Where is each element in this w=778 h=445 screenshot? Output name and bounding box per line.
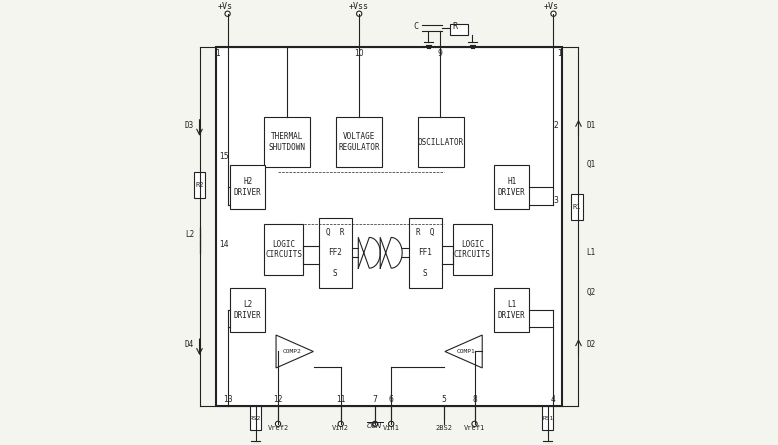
- Text: 2BS2: 2BS2: [436, 425, 452, 431]
- FancyBboxPatch shape: [264, 224, 303, 275]
- Text: R2: R2: [195, 182, 204, 188]
- Text: LOGIC
CIRCUITS: LOGIC CIRCUITS: [265, 240, 302, 259]
- Text: L2: L2: [185, 231, 194, 239]
- Text: Vref1: Vref1: [464, 425, 485, 431]
- Text: L2
DRIVER: L2 DRIVER: [234, 300, 261, 320]
- Text: OSCILLATOR: OSCILLATOR: [418, 138, 464, 146]
- Text: +Vss: +Vss: [349, 2, 369, 12]
- Circle shape: [338, 421, 343, 426]
- Text: 13: 13: [223, 395, 233, 404]
- Circle shape: [472, 421, 477, 426]
- FancyBboxPatch shape: [418, 117, 464, 167]
- Text: Q  R

FF2

S: Q R FF2 S: [326, 227, 345, 278]
- FancyBboxPatch shape: [194, 172, 205, 198]
- Polygon shape: [359, 238, 380, 268]
- Text: 11: 11: [336, 395, 345, 404]
- Text: 15: 15: [219, 152, 229, 161]
- Text: $\overline{OEN}$: $\overline{OEN}$: [366, 421, 384, 431]
- Text: +Vs: +Vs: [543, 2, 559, 12]
- Text: R  Q

FF1

S: R Q FF1 S: [416, 227, 434, 278]
- Text: RS2: RS2: [250, 416, 261, 421]
- Circle shape: [225, 11, 230, 16]
- FancyBboxPatch shape: [494, 165, 529, 209]
- FancyBboxPatch shape: [216, 47, 562, 406]
- Text: L1: L1: [587, 248, 596, 257]
- Text: 10: 10: [354, 49, 364, 58]
- Text: Q1: Q1: [587, 160, 596, 169]
- Text: 1: 1: [558, 49, 562, 58]
- Text: THERMAL
SHUTDOWN: THERMAL SHUTDOWN: [268, 132, 306, 152]
- Text: 6: 6: [389, 395, 394, 404]
- Text: D1: D1: [587, 121, 596, 130]
- FancyBboxPatch shape: [250, 406, 261, 430]
- Text: H1
DRIVER: H1 DRIVER: [498, 177, 526, 197]
- Circle shape: [551, 11, 556, 16]
- Text: 1: 1: [216, 49, 220, 58]
- Polygon shape: [445, 335, 482, 368]
- Text: 9: 9: [438, 49, 443, 58]
- Text: C: C: [413, 22, 418, 31]
- Text: R1: R1: [573, 204, 581, 210]
- Circle shape: [388, 421, 394, 426]
- Text: Vref2: Vref2: [268, 425, 289, 431]
- Text: 3: 3: [553, 196, 558, 205]
- Text: D2: D2: [587, 340, 596, 349]
- Text: 14: 14: [219, 239, 229, 248]
- Text: 5: 5: [441, 395, 447, 404]
- Text: 7: 7: [373, 395, 377, 404]
- FancyBboxPatch shape: [230, 165, 265, 209]
- Circle shape: [373, 421, 377, 426]
- FancyBboxPatch shape: [319, 218, 352, 288]
- Text: COMP2: COMP2: [283, 349, 302, 354]
- Text: Vin1: Vin1: [383, 425, 400, 431]
- Text: 12: 12: [273, 395, 282, 404]
- Text: Vin2: Vin2: [332, 425, 349, 431]
- FancyBboxPatch shape: [450, 24, 468, 35]
- Polygon shape: [276, 335, 314, 368]
- Text: COMP1: COMP1: [457, 349, 475, 354]
- FancyBboxPatch shape: [494, 288, 529, 332]
- Text: LOGIC
CIRCUITS: LOGIC CIRCUITS: [454, 240, 491, 259]
- Text: 8: 8: [472, 395, 477, 404]
- Text: Q2: Q2: [587, 287, 596, 296]
- Text: 2: 2: [553, 121, 558, 130]
- FancyBboxPatch shape: [264, 117, 310, 167]
- Text: VOLTAGE
REGULATOR: VOLTAGE REGULATOR: [338, 132, 380, 152]
- Text: 4: 4: [551, 395, 556, 404]
- FancyBboxPatch shape: [230, 288, 265, 332]
- Circle shape: [356, 11, 362, 16]
- FancyBboxPatch shape: [453, 224, 492, 275]
- Polygon shape: [380, 238, 402, 268]
- Text: R: R: [453, 22, 457, 31]
- FancyBboxPatch shape: [542, 406, 553, 430]
- Text: +Vs: +Vs: [218, 2, 233, 12]
- Text: H2
DRIVER: H2 DRIVER: [234, 177, 261, 197]
- Circle shape: [380, 250, 385, 255]
- Text: D4: D4: [185, 340, 194, 349]
- Text: D3: D3: [185, 121, 194, 130]
- FancyBboxPatch shape: [408, 218, 442, 288]
- FancyBboxPatch shape: [572, 194, 583, 220]
- Text: L1
DRIVER: L1 DRIVER: [498, 300, 526, 320]
- Text: RS1: RS1: [542, 416, 553, 421]
- Circle shape: [275, 421, 281, 426]
- FancyBboxPatch shape: [336, 117, 383, 167]
